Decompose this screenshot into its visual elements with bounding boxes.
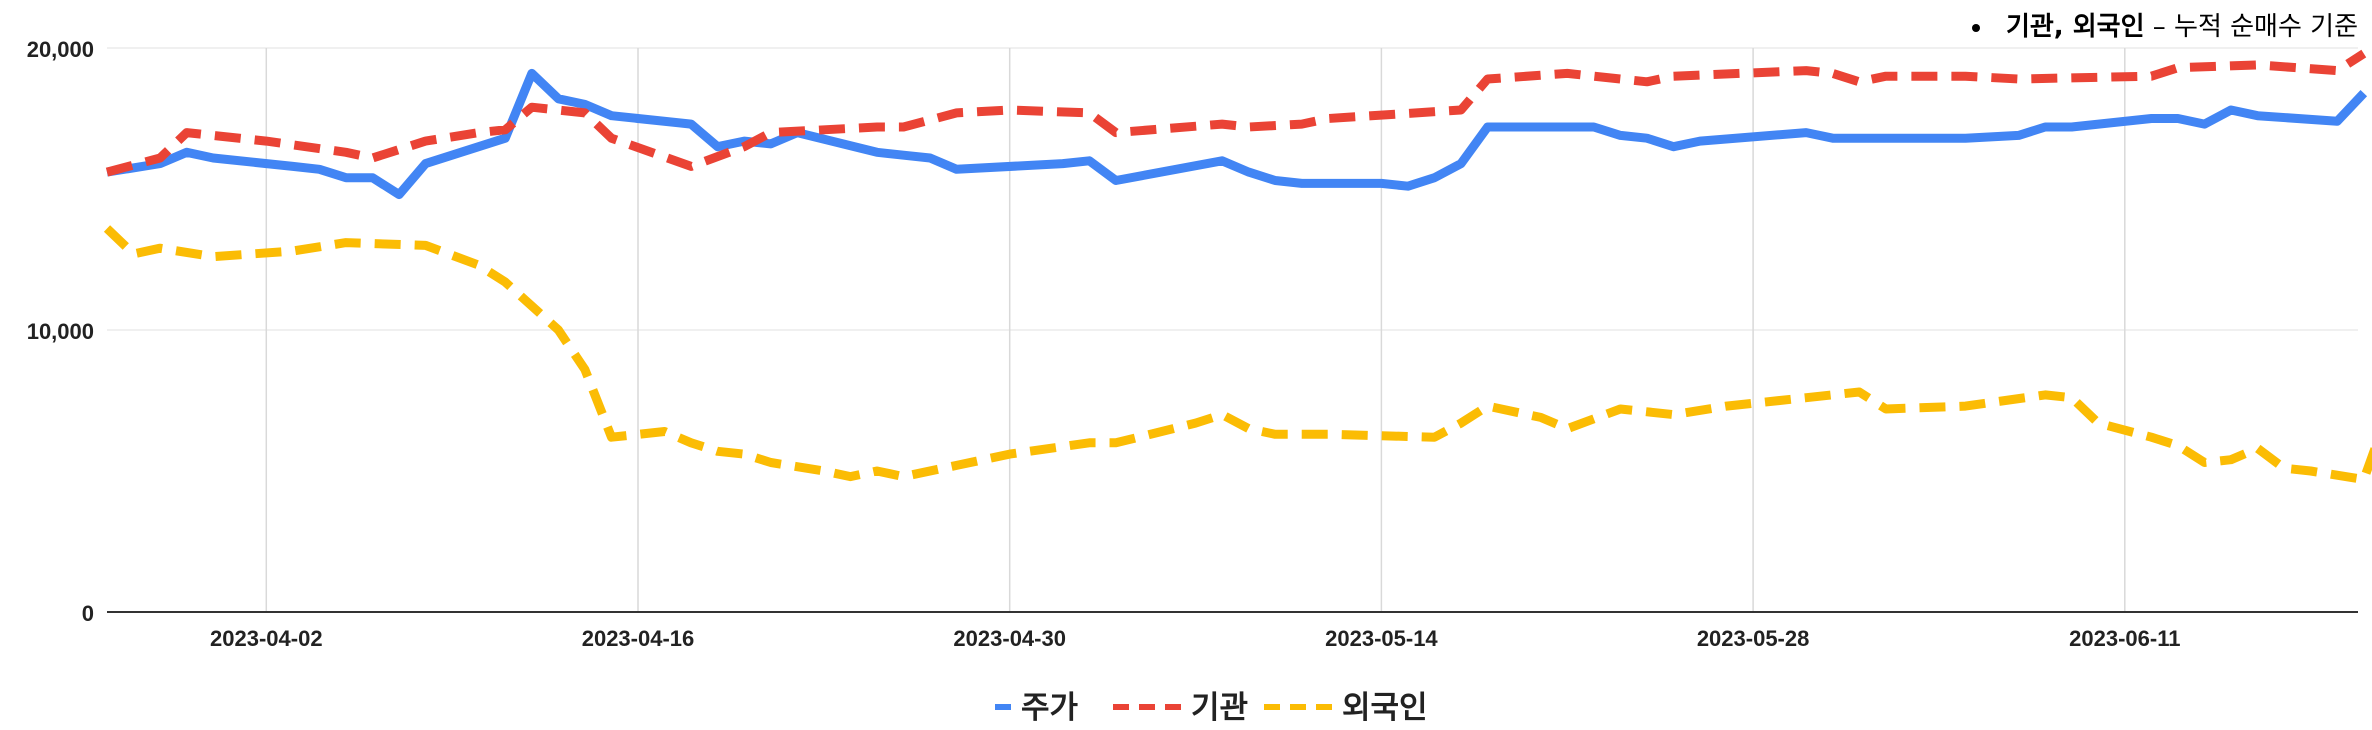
series-lines xyxy=(103,49,2372,484)
x-tick-label: 2023-04-30 xyxy=(953,626,1066,651)
x-tick-label: 2023-06-11 xyxy=(2069,626,2180,651)
note-rest: – 누적 순매수 기준 xyxy=(2144,12,2358,42)
legend-label: 외국인 xyxy=(1342,690,1428,726)
x-tick-label: 2023-04-02 xyxy=(210,626,323,651)
chart-note: 기관, 외국인 – 누적 순매수 기준 xyxy=(1971,6,2358,43)
series-line-price xyxy=(106,68,2368,200)
chart-legend: 주가 기관 외국인 xyxy=(995,690,1428,726)
legend-label: 기관 xyxy=(1191,690,1248,726)
y-tick-label: 10,000 xyxy=(27,319,94,344)
bullet-dot xyxy=(1971,23,1980,32)
y-tick-label: 20,000 xyxy=(27,37,94,62)
x-tick-label: 2023-04-16 xyxy=(582,626,695,651)
x-axis-ticks: 2023-04-02 2023-04-16 2023-04-30 2023-05-14… xyxy=(210,626,2180,651)
y-tick-label: 0 xyxy=(82,601,94,626)
legend-label: 주가 xyxy=(1021,690,1079,726)
y-axis-ticks: 0 10,000 20,000 xyxy=(27,37,94,626)
series-line-foreign xyxy=(103,225,2372,484)
x-tick-label: 2023-05-14 xyxy=(1325,626,1438,651)
gridlines xyxy=(107,47,2358,613)
x-tick-label: 2023-05-28 xyxy=(1697,626,1810,651)
note-bold: 기관, 외국인 xyxy=(2005,12,2145,42)
series-line-inst xyxy=(105,49,2367,177)
